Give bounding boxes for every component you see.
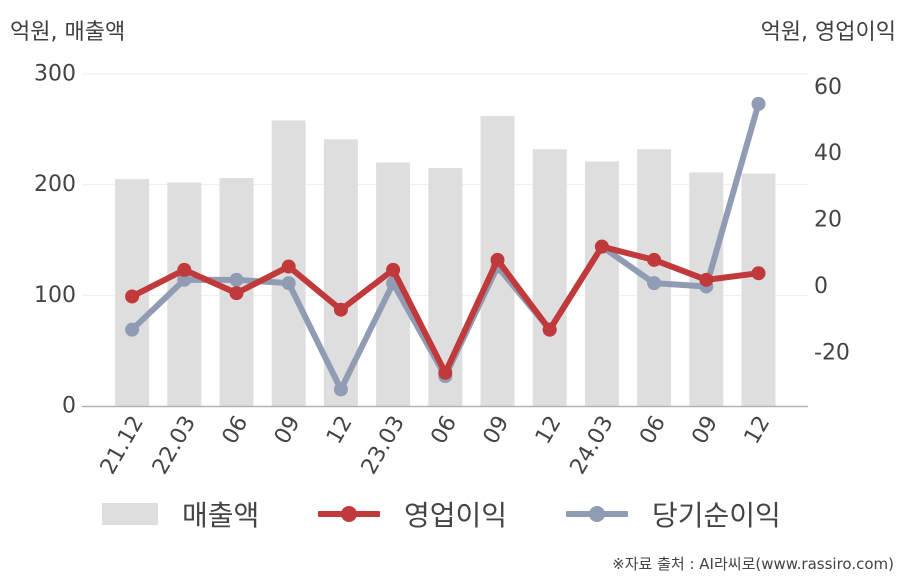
left-axis-tick-label: 0 [62,394,76,419]
point-operating-profit [177,262,192,277]
legend-label-net-income: 당기순이익 [652,499,781,532]
point-net-income [281,276,296,291]
legend-item-sales: 매출액 [102,492,259,536]
x-axis-tick-label: 06 [426,412,462,449]
point-net-income [751,96,766,111]
x-axis-tick-label: 21.12 [96,412,149,479]
point-net-income [647,276,662,291]
x-axis-tick-label: 09 [687,412,723,449]
point-operating-profit [751,266,766,281]
point-operating-profit [125,289,140,304]
point-operating-profit [386,262,401,277]
x-axis-tick-label: 09 [270,412,306,449]
legend-item-operating-profit: 영업이익 [318,492,507,536]
x-axis-tick-label: 12 [322,412,358,449]
left-axis-tick-label: 300 [34,62,76,87]
bar-sales [584,161,619,406]
point-operating-profit [542,322,557,337]
x-axis-tick-label: 06 [635,412,671,449]
right-axis-unit-label: 억원, 영업이익 [760,20,896,45]
x-axis-tick-label: 23.03 [357,412,410,479]
right-axis-tick-label: 0 [814,274,828,299]
legend-label-operating-profit: 영업이익 [404,499,508,532]
left-axis-tick-label: 200 [34,172,76,197]
left-axis-unit-label: 억원, 매출액 [10,20,126,45]
x-axis-tick-label: 06 [218,412,254,449]
x-axis-tick-label: 09 [479,412,515,449]
x-axis-tick-label: 24.03 [566,412,619,479]
bar-sales [532,149,567,406]
point-operating-profit [438,365,453,380]
point-operating-profit [699,272,714,287]
legend: 매출액 영업이익 당기순이익 [0,492,908,536]
point-operating-profit [333,302,348,317]
point-net-income [229,272,244,287]
legend-swatch-operating-profit [318,503,380,525]
x-axis-tick-label: 12 [531,412,567,449]
point-net-income [177,272,192,287]
x-axis-tick-label: 12 [740,412,776,449]
x-axis-tick-label: 22.03 [148,412,201,479]
point-net-income [125,322,140,337]
point-operating-profit [490,252,505,267]
legend-item-net-income: 당기순이익 [566,492,781,536]
point-net-income [333,382,348,397]
right-axis-tick-label: -20 [814,340,850,365]
right-axis-tick-label: 40 [814,141,842,166]
legend-swatch-sales [102,503,158,525]
legend-label-sales: 매출액 [182,499,260,532]
point-operating-profit [594,239,609,254]
left-axis-tick-label: 100 [34,283,76,308]
right-axis-tick-label: 20 [814,208,842,233]
legend-swatch-net-income [566,503,628,525]
right-axis-tick-label: 60 [814,75,842,100]
point-operating-profit [647,252,662,267]
point-operating-profit [229,286,244,301]
source-credit: ※자료 출처 : AI라씨로(www.rassiro.com) [612,555,894,573]
point-operating-profit [281,259,296,274]
bar-sales [741,173,776,406]
